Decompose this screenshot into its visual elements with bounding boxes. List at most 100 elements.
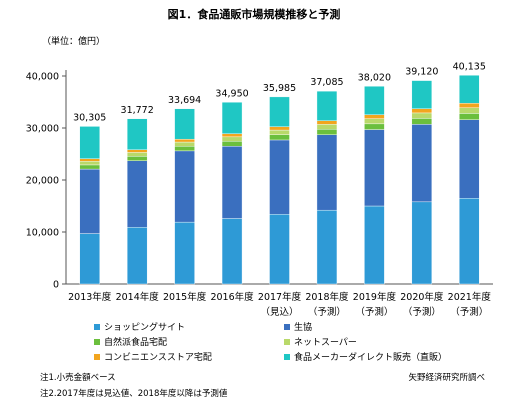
x-tick-label: 2016年度 [210,291,254,303]
bar-segment-3 [316,129,338,135]
bar-segment-1 [79,233,100,285]
bar-segment-5 [79,158,100,162]
x-tick-label: 2015年度 [163,291,207,303]
y-tick-label: 30,000 [26,124,59,135]
bar-segment-6 [316,90,338,121]
bar-segment-6 [459,75,480,104]
plot-area: 0 10,000 20,000 30,000 40,000 30,305 2013年度 31,… [26,61,493,318]
x-tick-label: 2020年度 [400,291,444,303]
x-tick-label: 2018年度 [305,291,349,303]
x-tick-sublabel: （予測） [403,306,441,318]
legend-entry-4: ネットスーパー [294,337,357,348]
bar-segment-4 [459,107,480,114]
bar-segment-5 [459,103,480,108]
source-note: 矢野経済研究所調べ [408,372,485,383]
bar-total-label: 38,020 [358,72,391,83]
bar-segment-6 [221,102,243,134]
x-tick-sublabel: （予測） [450,306,488,318]
bar-total-label: 34,950 [215,88,248,99]
bar-segment-3 [126,156,148,161]
y-tick-label: 0 [53,280,59,291]
bar-segment-5 [174,138,195,143]
bar-segment-1 [459,197,480,285]
legend-swatch-3 [94,339,100,345]
x-tick-label: 2019年度 [353,291,397,303]
bar-segment-2 [411,124,433,203]
bar-segment-1 [126,227,148,285]
legend-swatch-4 [284,339,290,345]
legend-entry-5: コンビニエンスストア宅配 [104,351,212,363]
legend-entry-3: 自然派食品宅配 [104,336,167,348]
y-tick-label: 40,000 [26,72,59,83]
bar-segment-4 [221,136,243,142]
bar-total-label: 35,985 [263,83,296,94]
bar-segment-4 [126,152,148,157]
bar-segment-3 [411,118,433,125]
bar-segment-3 [364,123,385,130]
bar-segment-6 [411,80,433,109]
x-tick-sublabel: （見込） [260,306,298,318]
bar-segment-4 [316,124,338,130]
bar-segment-4 [174,141,195,147]
x-tick-label: 2014年度 [116,291,160,303]
bar-segment-2 [174,150,195,223]
legend-swatch-6 [284,354,290,360]
bar-segment-6 [364,86,385,115]
legend-swatch-2 [284,324,290,330]
bar-segment-5 [411,108,433,114]
note-2: 注2.2017年度は見込値、2018年度以降は予測値 [40,388,228,399]
x-tick-label: 2017年度 [258,291,302,303]
bar-segment-2 [459,119,480,199]
bar-segment-3 [269,134,290,141]
bar-total-label: 33,694 [168,95,201,106]
bar-segment-1 [316,209,338,285]
note-1: 注1.小売金額ベース [40,372,116,383]
bar-segment-4 [411,112,433,119]
bar-total-label: 31,772 [121,105,154,116]
x-tick-label: 2021年度 [448,291,492,303]
bar-segment-5 [126,149,148,153]
bar-total-label: 39,120 [405,67,438,78]
bar-segment-1 [364,205,385,285]
bar-total-label: 40,135 [453,61,486,72]
bar-segment-4 [269,129,290,135]
y-tick-label: 10,000 [26,228,59,239]
bar-segment-2 [269,139,290,215]
x-tick-sublabel: （予測） [355,306,393,318]
bar-segment-5 [364,114,385,119]
unit-label: （単位：億円） [42,35,105,47]
bar-segment-2 [316,134,338,211]
bar-segment-1 [221,218,243,285]
bar-segment-5 [269,126,290,131]
y-tick-label: 20,000 [26,176,59,187]
x-tick-sublabel: （予測） [308,306,346,318]
bar-segment-1 [269,214,290,285]
x-tick-label: 2013年度 [68,291,112,303]
bar-total-label: 30,305 [73,112,106,123]
bar-segment-1 [174,221,195,285]
chart-title: 図1．食品通販市場規模推移と予測 [168,7,341,21]
bar-segment-6 [269,96,290,127]
bar-segment-3 [459,113,480,120]
bar-segment-3 [221,141,243,147]
bar-segment-2 [221,145,243,219]
legend-swatch-5 [94,354,100,360]
legend-swatch-1 [94,324,100,330]
bar-segment-2 [364,129,385,207]
bar-segment-6 [126,118,148,150]
bar-segment-3 [79,164,100,170]
bar-segment-2 [126,160,148,228]
bar-segment-5 [221,133,243,138]
bar-segment-1 [411,201,433,285]
bar-segment-4 [364,118,385,125]
bar-segment-2 [79,168,100,234]
bar-segment-5 [316,120,338,125]
legend-entry-6: 食品メーカーダイレクト販売（直販） [294,351,447,363]
bar-total-label: 37,085 [310,77,343,88]
bar-segment-6 [174,108,195,140]
bar-segment-6 [79,126,100,159]
bar-segment-3 [174,145,195,152]
legend-entry-1: ショッピングサイト [104,321,185,333]
